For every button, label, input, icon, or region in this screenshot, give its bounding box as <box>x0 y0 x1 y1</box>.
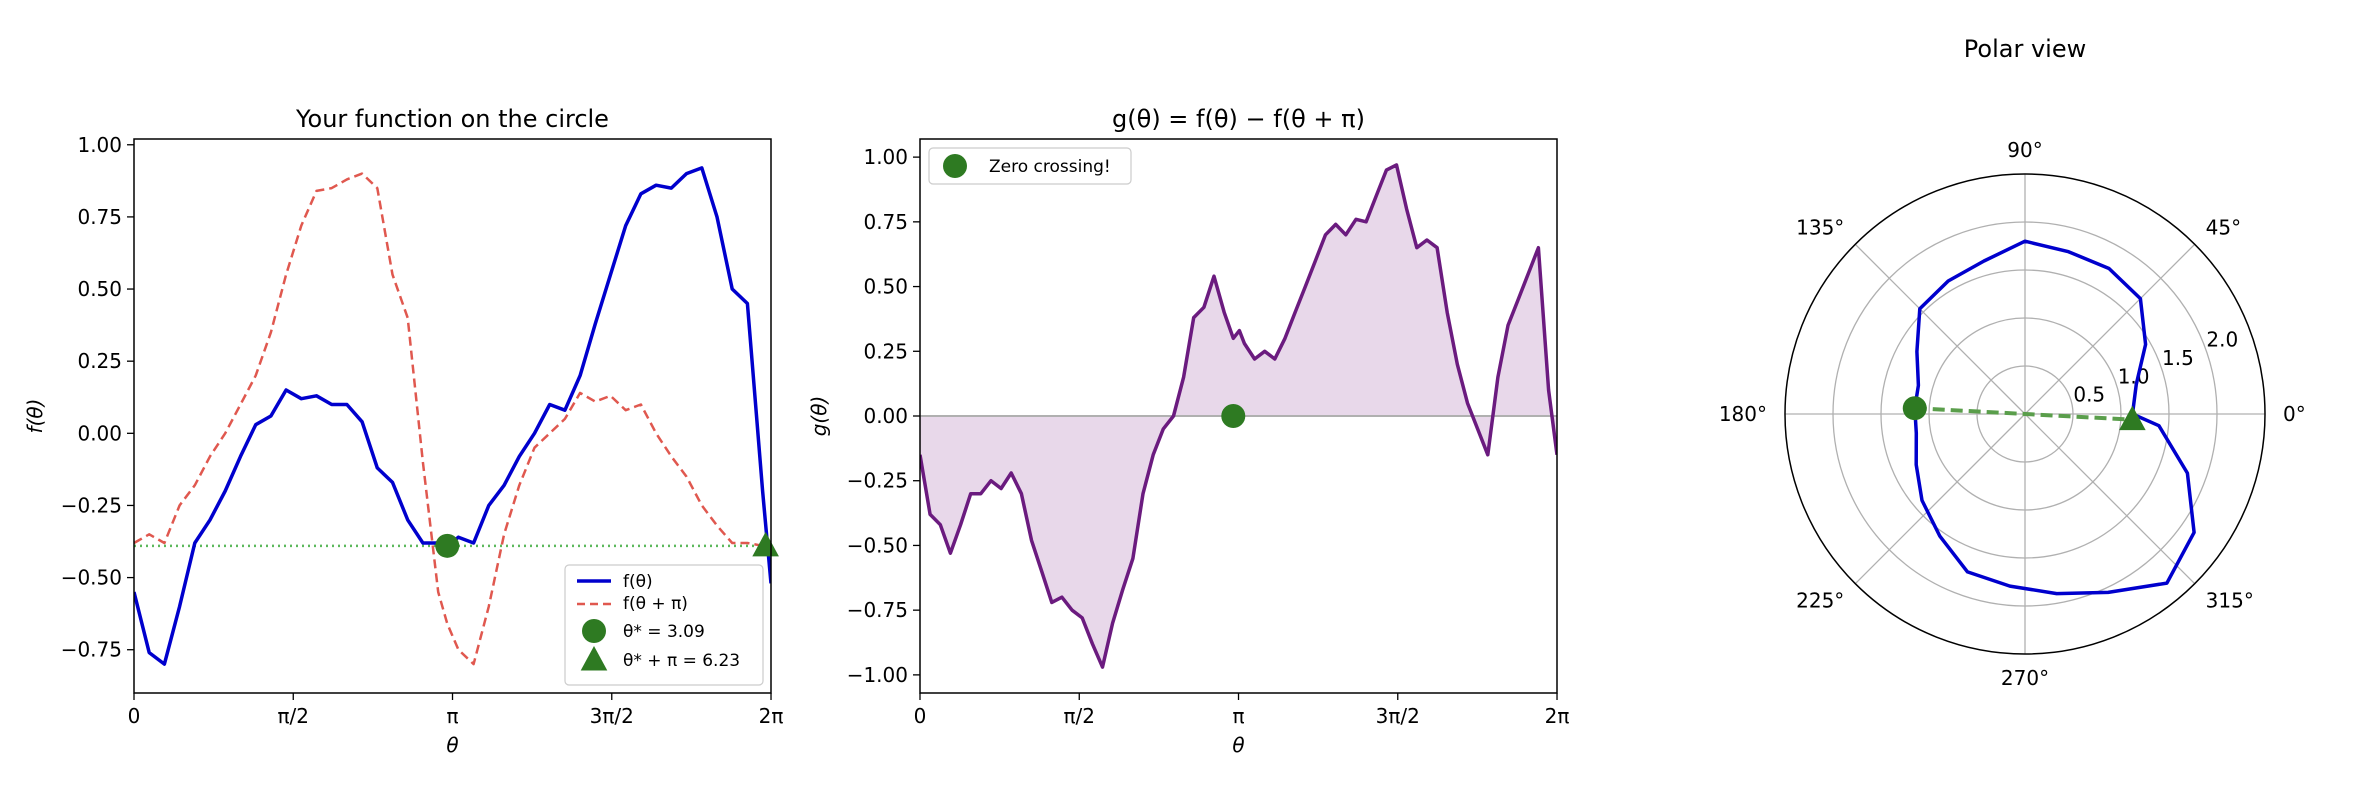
y-tick-label: 0.00 <box>863 404 908 428</box>
legend-box <box>564 564 764 686</box>
marker-triangle <box>752 531 779 557</box>
panel1-ylabel: f(θ) <box>23 399 47 434</box>
panel2-title: g(θ) = f(θ) − f(θ + π) <box>1112 105 1365 133</box>
x-tick-label: π <box>1232 704 1244 728</box>
legend-swatch-circle <box>943 154 967 178</box>
panel2-xlabel: θ <box>1232 733 1244 757</box>
y-tick-label: 1.00 <box>863 145 908 169</box>
panel-polar-view: Polar view 0° 45° 90° 135° 180° 225° 270° 315° 0… <box>1719 35 2306 690</box>
marker-circle <box>1902 396 1927 421</box>
x-tick-label: π/2 <box>277 704 309 728</box>
legend-label-theta-star-pi: θ* + π = 6.23 <box>623 651 740 671</box>
radial-tick-label: 1.5 <box>2162 346 2194 370</box>
radial-tick-label: 0.5 <box>2073 383 2105 407</box>
angle-tick-label: 225° <box>1796 589 1844 613</box>
x-tick-label: 3π/2 <box>590 704 634 728</box>
y-tick-label: −0.25 <box>847 469 908 493</box>
y-tick-label: 0.25 <box>77 349 122 373</box>
radial-tick-label: 1.0 <box>2118 364 2150 388</box>
y-tick-label: 0.75 <box>77 205 122 229</box>
y-tick-label: −0.25 <box>61 493 122 517</box>
legend-label-f: f(θ) <box>623 572 653 592</box>
legend-label-zero-crossing: Zero crossing! <box>989 157 1111 177</box>
x-tick-label: π <box>446 704 458 728</box>
x-tick-label: 2π <box>1545 704 1570 728</box>
marker-triangle <box>2119 405 2146 431</box>
angle-tick-label: 270° <box>2001 666 2049 690</box>
marker-circle <box>435 533 460 558</box>
panel1-title: Your function on the circle <box>295 105 609 133</box>
panel-function-on-circle: Your function on the circle θ f(θ) 0 π/2 π… <box>23 105 783 757</box>
legend-swatch-circle <box>582 619 606 643</box>
legend-label-f-shift: f(θ + π) <box>623 594 688 614</box>
angle-tick-label: 45° <box>2206 215 2241 239</box>
panel1-xlabel: θ <box>446 733 458 757</box>
x-tick-label: 2π <box>759 704 784 728</box>
angular-gridline <box>2024 413 2196 585</box>
angle-tick-label: 135° <box>1796 215 1844 239</box>
y-tick-label: −0.75 <box>847 598 908 622</box>
y-tick-label: 0.50 <box>863 275 908 299</box>
y-tick-label: −0.75 <box>61 638 122 662</box>
x-tick-label: 0 <box>128 704 141 728</box>
y-tick-label: 0.25 <box>863 339 908 363</box>
legend-swatch-triangle <box>580 646 608 671</box>
y-tick-label: 0.75 <box>863 210 908 234</box>
panel3-title: Polar view <box>1964 35 2086 63</box>
polar-series-line <box>1913 239 2196 596</box>
x-tick-label: π/2 <box>1063 704 1095 728</box>
panel2-ylabel: g(θ) <box>807 396 831 437</box>
angular-gridline <box>2024 243 2196 415</box>
y-tick-label: 1.00 <box>77 133 122 157</box>
antipodal-segment <box>1914 406 2133 422</box>
angle-tick-label: 315° <box>2206 589 2254 613</box>
y-tick-label: −0.50 <box>847 533 908 557</box>
angle-tick-label: 0° <box>2283 402 2306 426</box>
radial-tick-label: 2.0 <box>2206 328 2238 352</box>
angular-gridline <box>1854 413 2026 585</box>
panel-g-difference: g(θ) = f(θ) − f(θ + π) θ g(θ) 0 π/2 π 3π/2 2… <box>807 105 1569 757</box>
series-line-2 <box>134 172 771 666</box>
legend-label-theta-star: θ* = 3.09 <box>623 622 705 642</box>
x-tick-label: 3π/2 <box>1376 704 1420 728</box>
legend-box <box>928 147 1132 185</box>
y-tick-label: 0.00 <box>77 421 122 445</box>
x-tick-label: 0 <box>914 704 927 728</box>
angle-tick-label: 180° <box>1719 402 1767 426</box>
angle-tick-label: 90° <box>2007 138 2042 162</box>
angular-gridline <box>1854 243 2026 415</box>
y-tick-label: −0.50 <box>61 566 122 590</box>
series-line-1 <box>920 163 1557 669</box>
y-tick-label: −1.00 <box>847 663 908 687</box>
y-tick-label: 0.50 <box>77 277 122 301</box>
polar-frame <box>1784 173 2266 655</box>
marker-circle <box>1221 404 1246 428</box>
